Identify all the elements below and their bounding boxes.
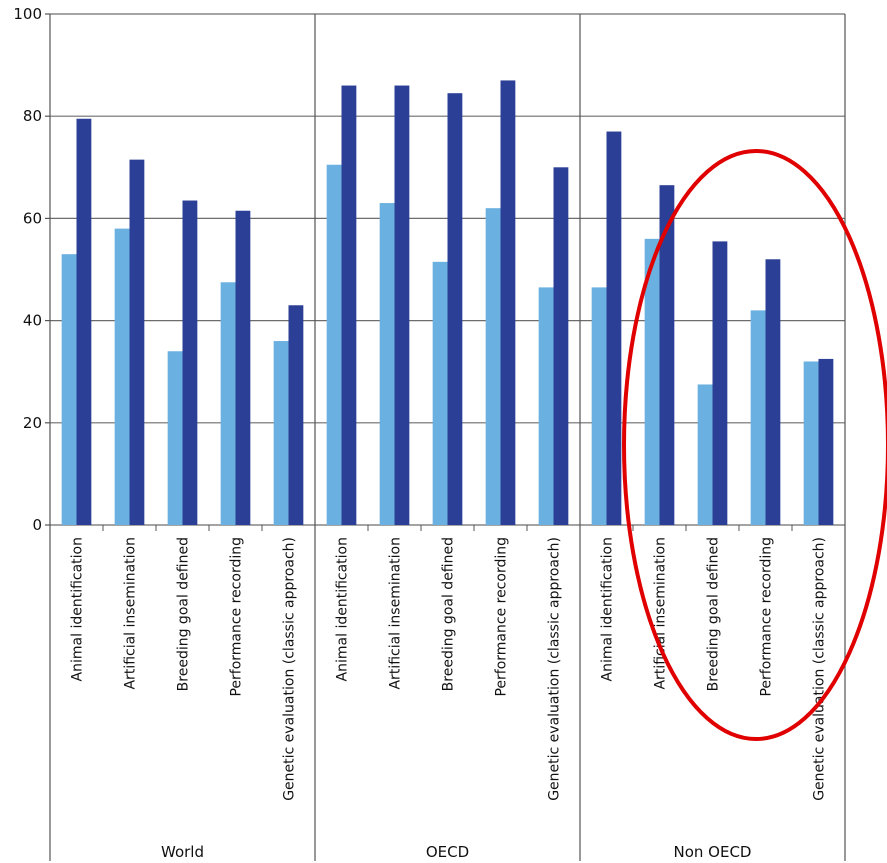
bar-series-1 <box>326 164 342 525</box>
bar-series-2 <box>606 131 622 525</box>
bar-series-2 <box>500 80 516 526</box>
x-category-label: Artificial insemination <box>123 537 139 690</box>
bar-series-1 <box>644 238 660 525</box>
bar-series-2 <box>76 118 92 525</box>
bar-series-2 <box>659 185 675 525</box>
bar-series-1 <box>750 310 766 525</box>
y-tick-label: 100 <box>13 5 42 23</box>
bar-series-2 <box>553 167 569 526</box>
x-category-label: Animal identification <box>335 537 351 681</box>
bar-series-2 <box>129 159 145 525</box>
y-tick-label: 60 <box>23 209 42 227</box>
bar-series-1 <box>379 203 395 525</box>
y-tick-label: 40 <box>23 312 42 330</box>
x-category-label: Artificial insemination <box>388 537 404 690</box>
x-category-label: Genetic evaluation (classic approach) <box>547 537 563 801</box>
bar-series-1 <box>803 361 819 525</box>
x-category-label: Breeding goal defined <box>706 537 722 691</box>
x-category-label: Performance recording <box>759 537 775 697</box>
x-category-label: Genetic evaluation (classic approach) <box>812 537 828 801</box>
bar-series-2 <box>712 241 728 525</box>
bar-series-2 <box>341 85 357 525</box>
group-label: World <box>161 843 204 861</box>
x-category-label: Artificial insemination <box>653 537 669 690</box>
bar-series-1 <box>538 287 554 525</box>
x-category-label: Performance recording <box>494 537 510 697</box>
bar-series-2 <box>447 93 463 525</box>
y-tick-label: 20 <box>23 414 42 432</box>
bar-series-1 <box>220 282 236 525</box>
bar-series-1 <box>273 341 289 525</box>
bar-series-2 <box>394 85 410 525</box>
group-label: OECD <box>426 843 469 861</box>
bar-series-2 <box>288 305 304 525</box>
bar-series-2 <box>765 259 781 525</box>
bar-series-1 <box>697 384 713 525</box>
plot-frame <box>49 14 846 861</box>
x-category-label: Animal identification <box>70 537 86 681</box>
x-category-label: Animal identification <box>600 537 616 681</box>
x-category-label: Genetic evaluation (classic approach) <box>282 537 298 801</box>
bar-series-2 <box>235 210 251 526</box>
bar-series-1 <box>114 228 130 525</box>
labels: 0 20 40 60 80 100 Animal identification Artific… <box>13 5 827 861</box>
bar-series-1 <box>432 261 448 525</box>
x-category-label: Performance recording <box>229 537 245 697</box>
bar-series-2 <box>818 358 834 525</box>
x-category-label: Breeding goal defined <box>441 537 457 691</box>
bar-series-1 <box>485 208 501 525</box>
annotations <box>622 149 887 741</box>
highlight-ellipse <box>622 149 887 741</box>
y-tick-label: 0 <box>32 516 42 534</box>
y-tick-label: 80 <box>23 107 42 125</box>
bar-series-1 <box>167 351 183 525</box>
bar-series-2 <box>182 200 198 525</box>
bar-series-1 <box>591 287 607 525</box>
bars <box>61 80 834 526</box>
x-category-label: Breeding goal defined <box>176 537 192 691</box>
bar-series-1 <box>61 254 77 526</box>
group-label: Non OECD <box>674 843 752 861</box>
